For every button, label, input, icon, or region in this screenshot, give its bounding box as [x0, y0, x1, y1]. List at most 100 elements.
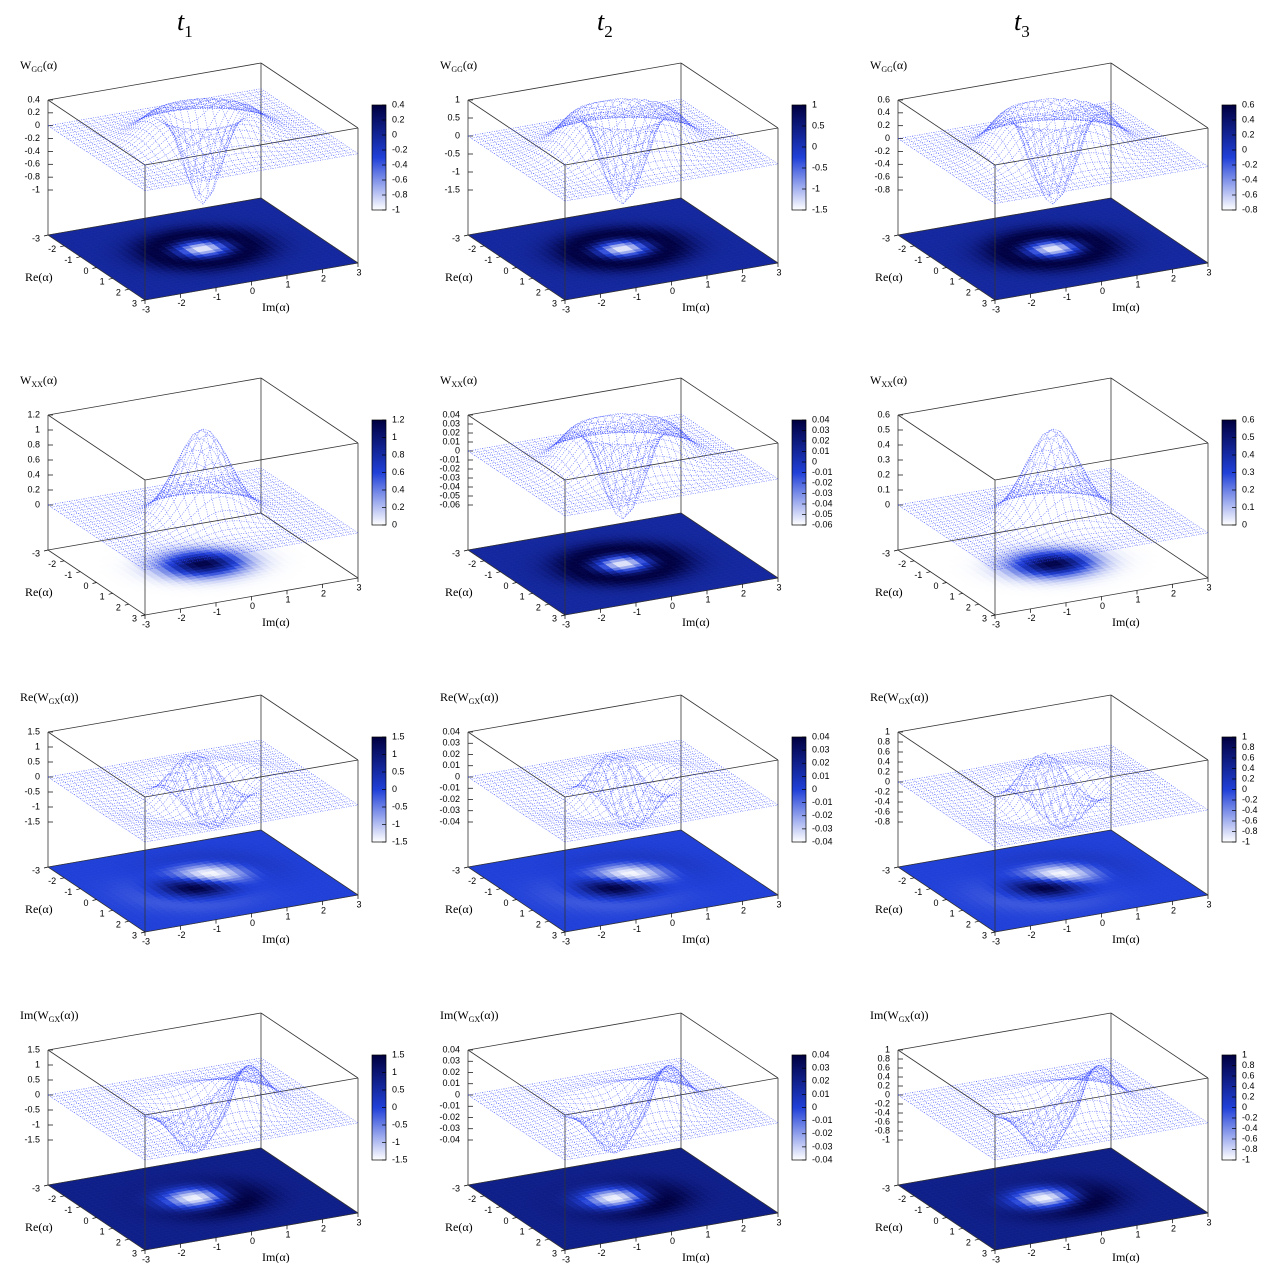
z-label-pre: W — [870, 58, 882, 72]
z-label-sub: GG — [451, 65, 463, 74]
surface-mesh — [183, 98, 280, 167]
re-tick — [76, 257, 80, 258]
z-tick-label: 0.2 — [27, 484, 40, 494]
surface-mesh — [489, 132, 586, 197]
im-tick-label: 0 — [250, 601, 255, 611]
z-tick-label: -1 — [32, 184, 40, 194]
z-label-pre: W — [440, 58, 452, 72]
surface-mesh — [140, 104, 237, 180]
z-tick-label: -1.5 — [444, 184, 460, 194]
surface-mesh — [653, 104, 750, 169]
colorbar-tick-label: -0.8 — [1242, 204, 1258, 214]
surface-mesh — [76, 121, 173, 186]
z-tick-label: -0.2 — [874, 146, 890, 156]
surface-mesh — [139, 149, 352, 186]
re-tick — [991, 300, 995, 301]
surface-mesh — [58, 95, 271, 132]
panel: WXX(α)0.040.030.020.010-0.01-0.02-0.03-0… — [439, 373, 832, 629]
re-tick — [496, 257, 500, 258]
re-tick-label: -1 — [64, 570, 72, 580]
im-axis-label: Im(α) — [682, 300, 710, 314]
surface-mesh — [898, 139, 995, 204]
re-tick — [44, 550, 48, 551]
z-label-post: (α) — [463, 373, 477, 387]
re-axis-label: Re(α) — [875, 270, 903, 284]
im-tick-label: -2 — [177, 613, 185, 623]
surface-mesh — [518, 127, 615, 192]
im-tick-label: -3 — [562, 304, 570, 314]
re-tick-label: -3 — [32, 233, 40, 243]
z-label-post: (α) — [893, 58, 907, 72]
re-tick — [125, 604, 129, 605]
colorbar-tick-label: 0 — [392, 519, 397, 529]
re-tick — [109, 278, 113, 279]
re-tick — [93, 268, 97, 269]
colorbar-tick-label: 0.2 — [392, 114, 405, 124]
panel: WGG(α)0.60.40.20-0.2-0.4-0.6-0.8-3-2-101… — [870, 58, 1258, 314]
surface-mesh — [555, 157, 768, 194]
re-tick — [109, 593, 113, 594]
z-tick-label: -0.2 — [24, 133, 40, 143]
colorbar-tick-label: 1 — [812, 99, 817, 109]
re-tick-label: 3 — [132, 298, 137, 308]
column-header: t3 — [1014, 7, 1030, 41]
surface-mesh — [1111, 102, 1208, 167]
surface-mesh — [61, 97, 274, 134]
surface-mesh — [64, 479, 277, 516]
colorbar-tick-label: 0.4 — [392, 484, 405, 494]
surface-mesh — [261, 89, 358, 154]
z-label-pre: W — [20, 373, 32, 387]
im-tick-label: 1 — [285, 280, 290, 290]
box-edge — [48, 415, 145, 480]
surface-mesh — [126, 141, 339, 178]
re-axis-label: Re(α) — [25, 270, 53, 284]
z-tick-label: -0.8 — [24, 172, 40, 182]
surface-mesh — [997, 102, 1094, 199]
im-axis-label: Im(α) — [262, 300, 290, 314]
box-edge — [48, 63, 261, 100]
colorbar-tick-label: -1.5 — [812, 204, 828, 214]
surface-mesh — [549, 153, 762, 190]
z-tick-label: -0.5 — [444, 148, 460, 158]
surface-mesh — [119, 112, 216, 179]
im-axis-label: Im(α) — [262, 615, 290, 629]
re-tick-label: 3 — [552, 298, 557, 308]
z-tick-label: 0.2 — [877, 120, 890, 130]
re-tick — [894, 235, 898, 236]
surface-mesh — [552, 155, 765, 192]
z-tick-label: 1 — [455, 94, 460, 104]
surface-mesh — [660, 103, 757, 168]
z-tick-label: -0.6 — [874, 172, 890, 182]
z-tick-label: 1 — [35, 424, 40, 434]
re-tick — [959, 278, 963, 279]
z-label: WGG(α) — [440, 58, 477, 74]
im-tick-label: -3 — [142, 304, 150, 314]
im-tick-label: -1 — [213, 292, 221, 302]
im-tick-label: 0 — [670, 286, 675, 296]
re-tick-label: -3 — [452, 233, 460, 243]
z-tick-label: -0.6 — [24, 159, 40, 169]
z-label-sub: GG — [881, 65, 893, 74]
re-tick-label: -2 — [468, 244, 476, 254]
surface-mesh — [539, 112, 636, 189]
re-tick — [513, 268, 517, 269]
colorbar-tick-label: -0.6 — [392, 174, 408, 184]
colorbar-tick-label: 0 — [392, 129, 397, 139]
z-tick-label: 0.6 — [27, 454, 40, 464]
colorbar-tick-label: -0.8 — [392, 189, 408, 199]
panel: WGG(α)10.50-0.5-1-1.5-3-2-10123-3-2-1012… — [440, 58, 828, 314]
box-edge — [468, 63, 681, 100]
z-label: WGG(α) — [20, 58, 57, 74]
im-tick-label: -1 — [633, 292, 641, 302]
re-tick — [943, 268, 947, 269]
surface-mesh — [254, 90, 351, 155]
surface-mesh — [943, 104, 1156, 195]
surface-mesh — [982, 158, 1195, 195]
z-label: WGG(α) — [870, 58, 907, 74]
re-tick — [561, 300, 565, 301]
z-tick-label: 1.2 — [27, 409, 40, 419]
re-tick-label: -2 — [898, 244, 906, 254]
re-tick-label: 0 — [83, 266, 88, 276]
re-tick — [60, 246, 64, 247]
colorbar-tick-label: -0.4 — [392, 159, 408, 169]
